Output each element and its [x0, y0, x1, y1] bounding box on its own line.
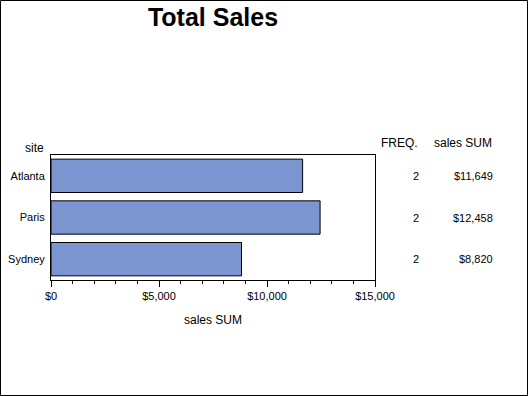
svg-text:Sydney: Sydney: [8, 253, 45, 265]
svg-text:$11,649: $11,649: [454, 170, 493, 182]
svg-text:2: 2: [413, 212, 419, 224]
svg-text:$12,458: $12,458: [453, 212, 493, 224]
svg-text:FREQ.: FREQ.: [381, 136, 418, 150]
svg-text:$10,000: $10,000: [247, 290, 287, 302]
svg-text:sales SUM: sales SUM: [184, 313, 242, 327]
svg-text:2: 2: [413, 253, 419, 265]
svg-text:site: site: [25, 141, 44, 155]
svg-text:$15,000: $15,000: [355, 290, 395, 302]
svg-text:Paris: Paris: [20, 211, 46, 223]
svg-text:sales SUM: sales SUM: [434, 136, 492, 150]
svg-text:$0: $0: [45, 290, 57, 302]
svg-text:$8,820: $8,820: [459, 253, 493, 265]
svg-text:$5,000: $5,000: [142, 290, 176, 302]
svg-text:Atlanta: Atlanta: [11, 170, 46, 182]
svg-text:Total Sales: Total Sales: [148, 3, 278, 31]
svg-text:2: 2: [413, 170, 419, 182]
